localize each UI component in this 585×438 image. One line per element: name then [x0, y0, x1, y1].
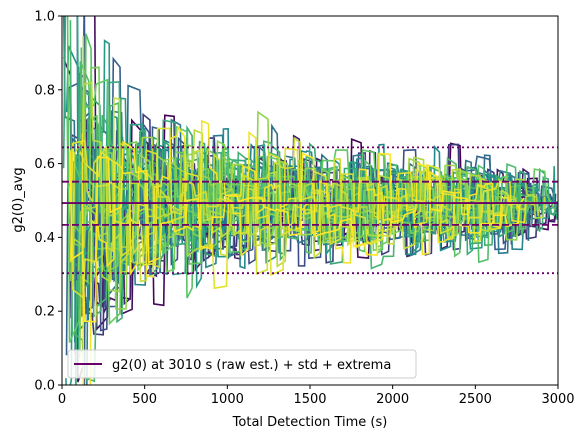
legend: g2(0) at 3010 s (raw est.) + std + extre… [67, 349, 417, 379]
y-tick-label: 0.4 [34, 231, 55, 246]
x-tick-label: 0 [58, 392, 66, 407]
x-tick-label: 1000 [211, 392, 244, 407]
series-line [81, 119, 520, 385]
series-line [69, 140, 525, 323]
y-tick-label: 0.8 [34, 83, 55, 98]
y-axis-label: g2(0)_avg [11, 167, 26, 232]
y-tick-label: 0.2 [34, 305, 55, 320]
series-line [78, 61, 526, 322]
x-axis-label: Total Detection Time (s) [232, 415, 388, 430]
y-tick-label: 0.6 [34, 157, 55, 172]
x-tick-label: 2500 [459, 392, 492, 407]
x-tick-label: 1500 [293, 392, 326, 407]
y-tick-label: 1.0 [34, 10, 55, 25]
legend-box [67, 349, 417, 379]
legend-label: g2(0) at 3010 s (raw est.) + std + extre… [112, 358, 391, 373]
y-tick-label: 0.0 [34, 379, 55, 394]
x-tick-label: 3000 [541, 392, 574, 407]
reference-lines [62, 146, 558, 275]
x-axis: 0 500 1000 1500 2000 2500 3000 [58, 385, 575, 407]
x-tick-label: 2000 [376, 392, 409, 407]
series-line [70, 149, 504, 299]
y-axis: 0.0 0.2 0.4 0.6 0.8 1.0 [34, 10, 62, 394]
series-line [78, 97, 513, 283]
x-tick-label: 500 [132, 392, 157, 407]
